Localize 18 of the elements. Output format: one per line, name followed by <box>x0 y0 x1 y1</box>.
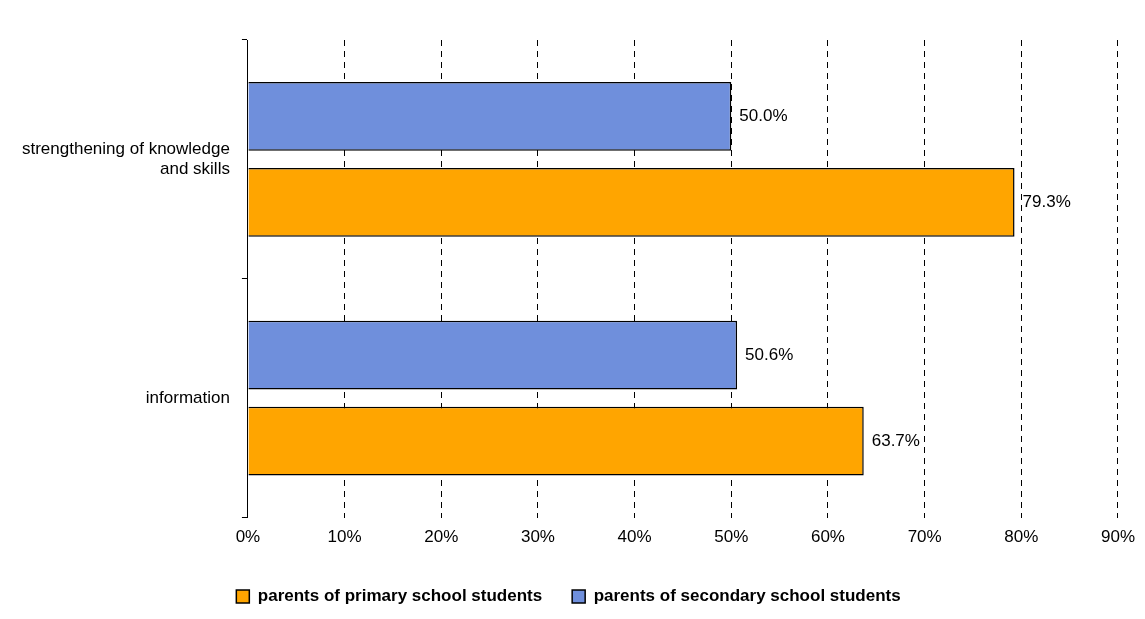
x-tick-label: 70% <box>907 527 942 547</box>
data-label: 50.6% <box>745 344 794 364</box>
data-label: 79.3% <box>1022 192 1071 212</box>
x-tick-label: 40% <box>617 527 652 547</box>
data-label: 63.7% <box>871 430 920 450</box>
x-tick-label: 10% <box>327 527 362 547</box>
y-tick-label: strengthening of knowledge and skills <box>21 138 230 179</box>
x-tick-label: 50% <box>714 527 749 547</box>
data-label: 50.0% <box>739 106 788 126</box>
x-tick-label: 20% <box>424 527 459 547</box>
x-tick-label: 60% <box>810 527 845 547</box>
legend-label: parents of primary school students <box>257 586 543 606</box>
x-tick-label: 0% <box>235 527 261 547</box>
legend-label: parents of secondary school students <box>593 586 901 606</box>
x-tick-label: 30% <box>520 527 555 547</box>
y-tick-label: information <box>145 387 230 407</box>
x-tick-label: 80% <box>1004 527 1039 547</box>
x-tick-label: 90% <box>1100 527 1135 547</box>
